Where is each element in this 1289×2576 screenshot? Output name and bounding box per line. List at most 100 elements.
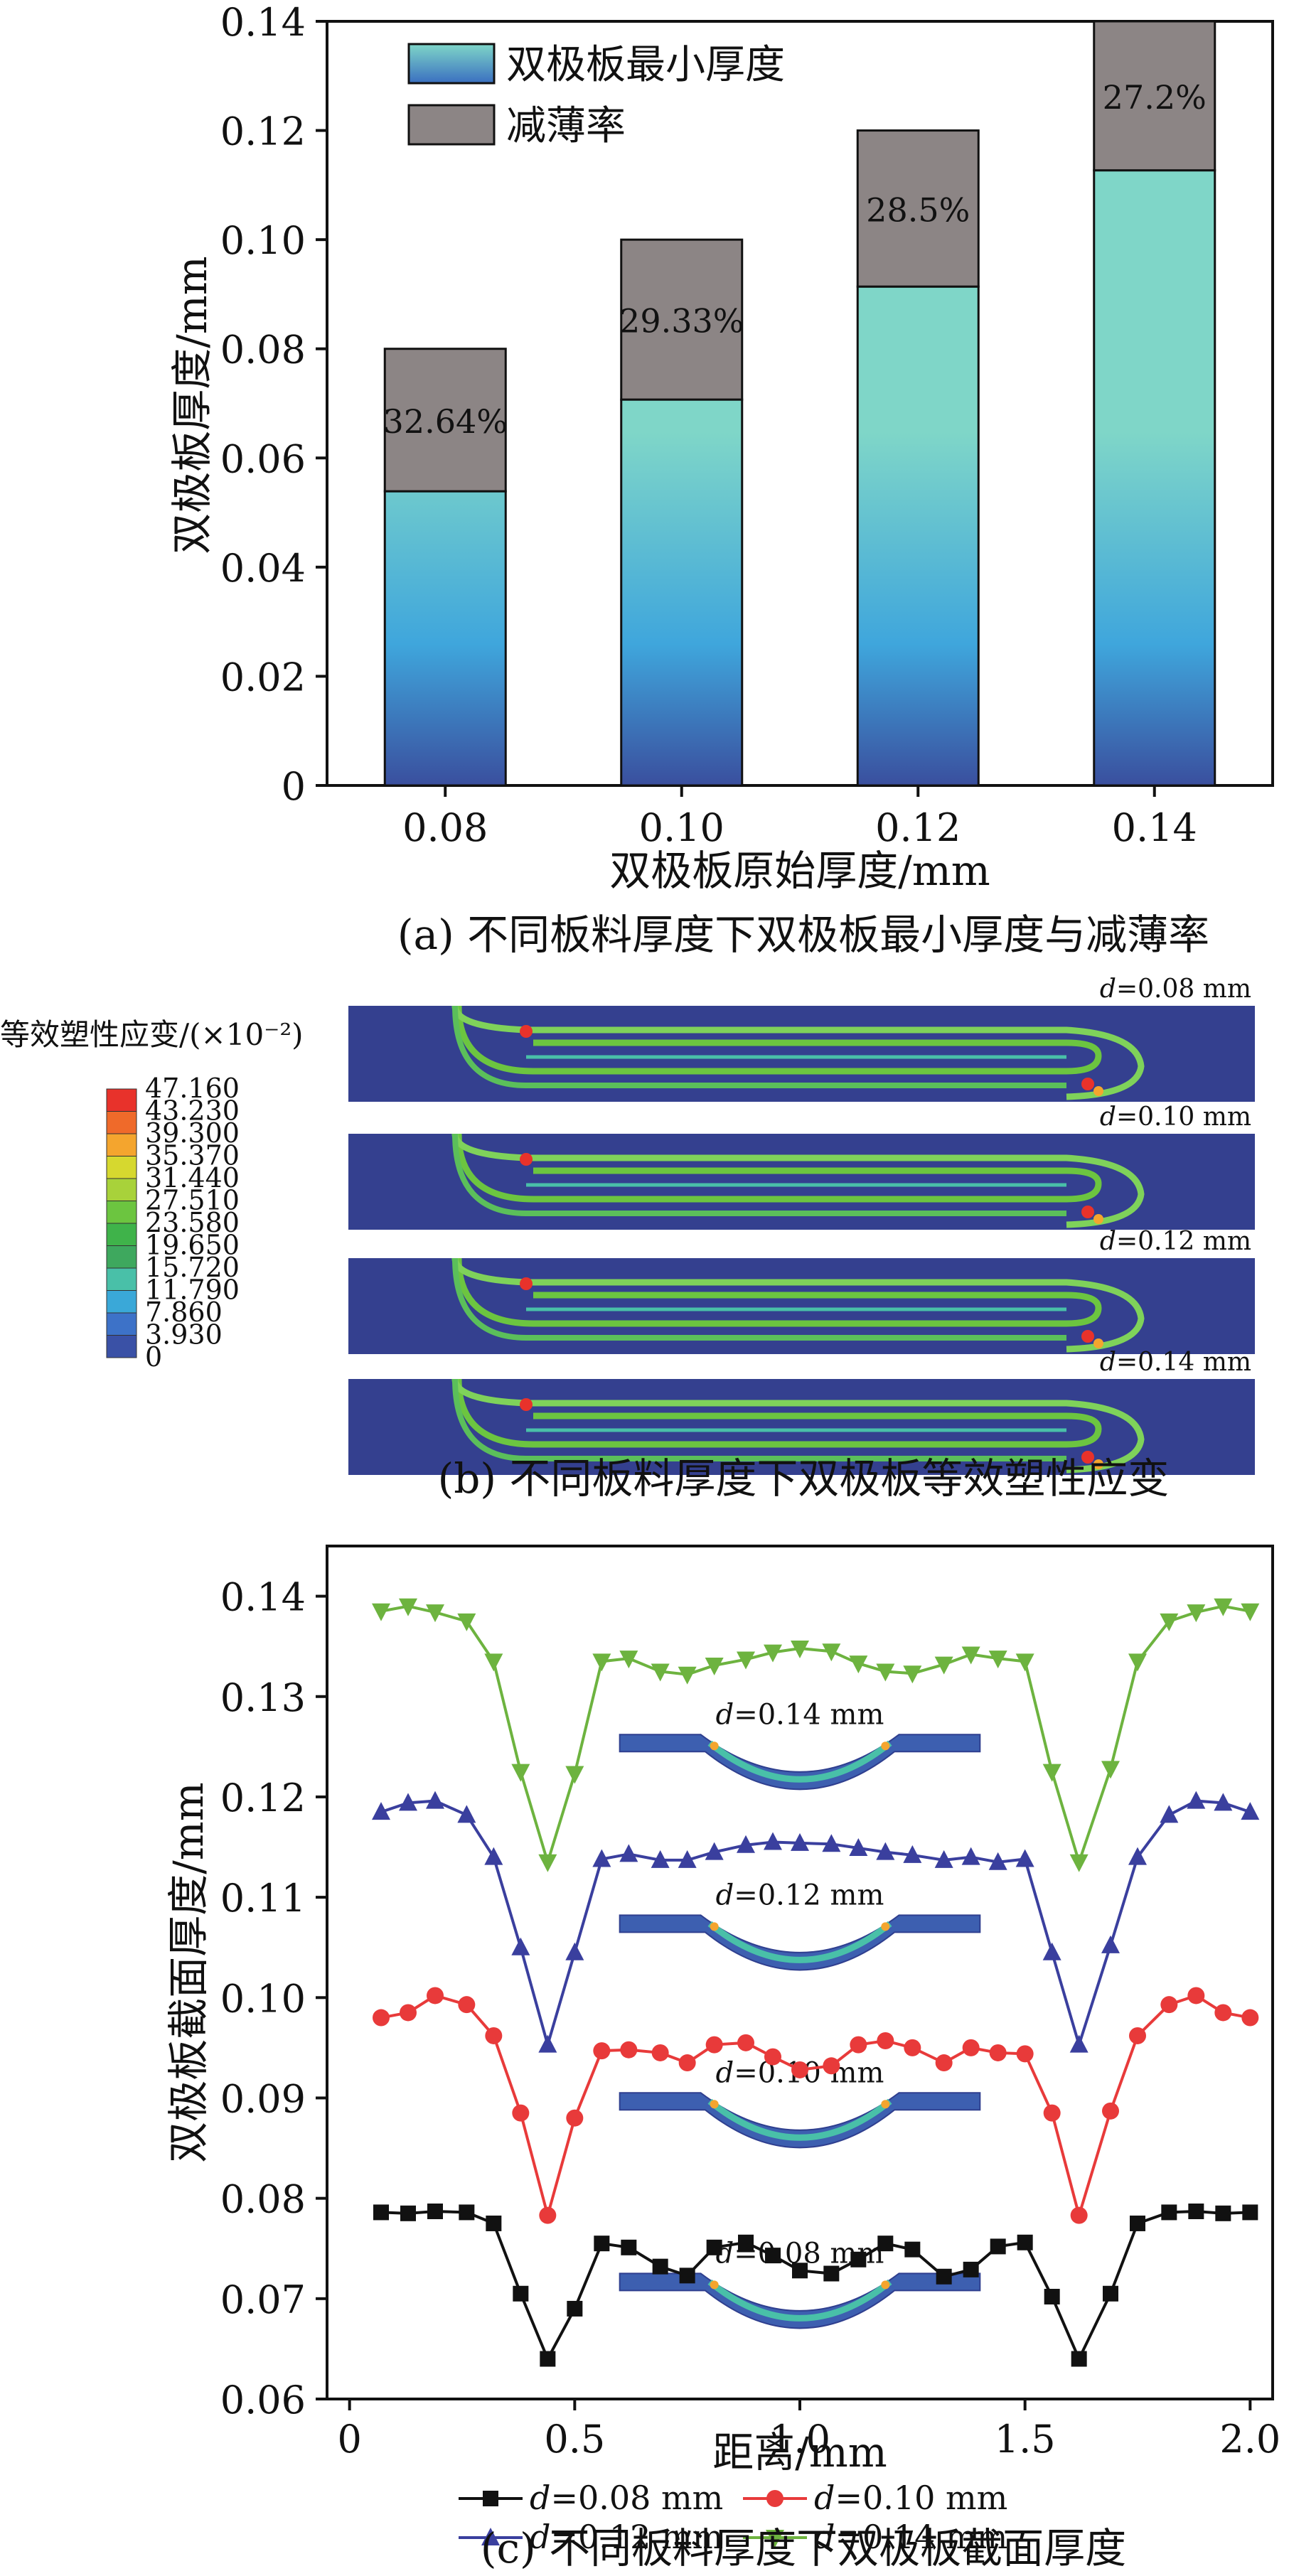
data-point (399, 1598, 417, 1616)
data-point (988, 1852, 1007, 1870)
y-tick-label: 0.13 (220, 1675, 306, 1720)
data-point (485, 2027, 503, 2044)
y-tick-label: 0.02 (220, 655, 306, 699)
data-point (1187, 1987, 1205, 2005)
y-axis-label: 双极板截面厚度/mm (164, 1782, 213, 2163)
series-path (380, 1604, 1251, 1867)
data-point (678, 1850, 697, 1868)
data-point (1214, 2004, 1232, 2022)
x-tick-label: 1.0 (769, 2417, 830, 2462)
strain-legend-swatch (106, 1267, 137, 1291)
y-tick-label: 0.12 (220, 109, 306, 154)
strain-band (455, 1005, 1102, 1075)
data-point (1242, 2204, 1258, 2221)
thinning-rate-label: 28.5% (866, 190, 970, 229)
strain-legend-value: 31.440 (145, 1162, 240, 1193)
data-point (850, 2251, 867, 2268)
data-point (1129, 2027, 1146, 2044)
thinning-rate-label: 29.33% (619, 302, 744, 340)
data-point (1130, 2215, 1145, 2231)
data-point (678, 2054, 696, 2072)
data-point (621, 2239, 637, 2255)
data-point (426, 1604, 444, 1623)
inset-label: d=0.12 mm (716, 1879, 884, 1911)
legend: d=0.08 mm d=0.10 mm d=0.12 mm d=0.14 mm (459, 2479, 1007, 2556)
data-point (1160, 1613, 1179, 1631)
data-point (513, 2285, 529, 2302)
data-point (399, 1793, 417, 1811)
strain-band (451, 1257, 1145, 1353)
strain-legend-value: 3.930 (145, 1319, 223, 1351)
strain-hotspot (1081, 1078, 1094, 1090)
data-point (593, 2042, 611, 2060)
inset-strain (707, 2279, 892, 2322)
strain-color-legend: 47.16043.23039.30035.37031.44027.51023.5… (106, 1073, 240, 1373)
bar-thinning (1093, 20, 1216, 172)
series-line (372, 1791, 1260, 2053)
bar-min-thickness (856, 285, 980, 787)
inset-strain (707, 1921, 892, 1963)
data-point (567, 2300, 583, 2317)
series-path (380, 1799, 1251, 2050)
strain-plate: d=0.10 mm (348, 1102, 1255, 1230)
data-point (705, 1658, 724, 1675)
data-point (1069, 2034, 1089, 2053)
cross-section-inset: d=0.12 mm (619, 1879, 981, 1971)
plate-thickness-label: d=0.08 mm (1100, 975, 1251, 1004)
data-point (1214, 1793, 1233, 1811)
y-tick-label: 0.08 (220, 2177, 306, 2222)
data-point (823, 2265, 840, 2282)
data-point (1016, 2045, 1034, 2063)
legend-label: d=0.10 mm (814, 2479, 1007, 2517)
data-point (459, 2204, 475, 2221)
data-point (988, 1651, 1007, 1669)
data-point (372, 1802, 390, 1820)
inset-strain (707, 1740, 892, 1783)
strain-plate: d=0.12 mm (348, 1227, 1255, 1354)
x-tick-label: 0.14 (1112, 805, 1197, 850)
data-point (1042, 1764, 1061, 1782)
series-path (380, 1994, 1251, 2221)
x-tick-label: 0.08 (402, 805, 488, 850)
caption-c: (c) 不同板料厚度下双极板截面厚度 (481, 2524, 1126, 2572)
plate-thickness-label: d=0.14 mm (1100, 1348, 1251, 1377)
data-point (963, 2261, 979, 2277)
strain-band (451, 1005, 1145, 1100)
data-point (766, 2530, 784, 2548)
data-point (566, 2109, 584, 2127)
data-point (1241, 1802, 1260, 1820)
panel-b-strain-contours: 等效塑性应变/(×10⁻²) 47.16043.23039.30035.3703… (0, 975, 1255, 1503)
data-point (764, 1644, 782, 1663)
x-axis-label: 距离/mm (712, 2428, 887, 2476)
data-point (791, 2061, 808, 2078)
strain-hotspot (1093, 1459, 1103, 1469)
panel-c-line-chart: 0.06 0.07 0.08 0.09 0.10 0.11 0.12 0.13 0.14 0 0.… (164, 1545, 1280, 2572)
inset-label: d=0.14 mm (716, 1698, 884, 1731)
data-point (792, 2263, 808, 2279)
bar-thinning (383, 348, 507, 493)
x-tick-label: 0.5 (544, 2417, 605, 2462)
data-point (539, 2206, 557, 2224)
data-point (764, 2048, 781, 2066)
data-point (679, 2268, 695, 2284)
data-point (903, 1665, 922, 1684)
data-point (594, 2236, 610, 2252)
bar-min-thickness (383, 490, 507, 787)
strain-legend-value: 27.510 (145, 1185, 240, 1216)
caption-a: (a) 不同板料厚度下双极板最小厚度与减薄率 (397, 911, 1209, 959)
data-point (484, 1653, 503, 1672)
series-line (373, 1987, 1259, 2224)
data-point (791, 1641, 809, 1658)
legend-swatch-thinning (407, 104, 496, 146)
strain-legend-swatch (106, 1133, 137, 1156)
data-point (903, 1845, 922, 1863)
strain-plate: d=0.14 mm (348, 1348, 1255, 1475)
data-point (823, 2057, 840, 2075)
strain-legend-value: 23.580 (145, 1207, 240, 1238)
bar-thinning (620, 238, 744, 401)
y-tick-label: 0.10 (220, 1976, 306, 2021)
series-line (373, 2204, 1258, 2367)
data-point (705, 2036, 723, 2054)
data-point (373, 2009, 390, 2027)
cross-section-inset: d=0.08 mm (619, 2237, 981, 2329)
